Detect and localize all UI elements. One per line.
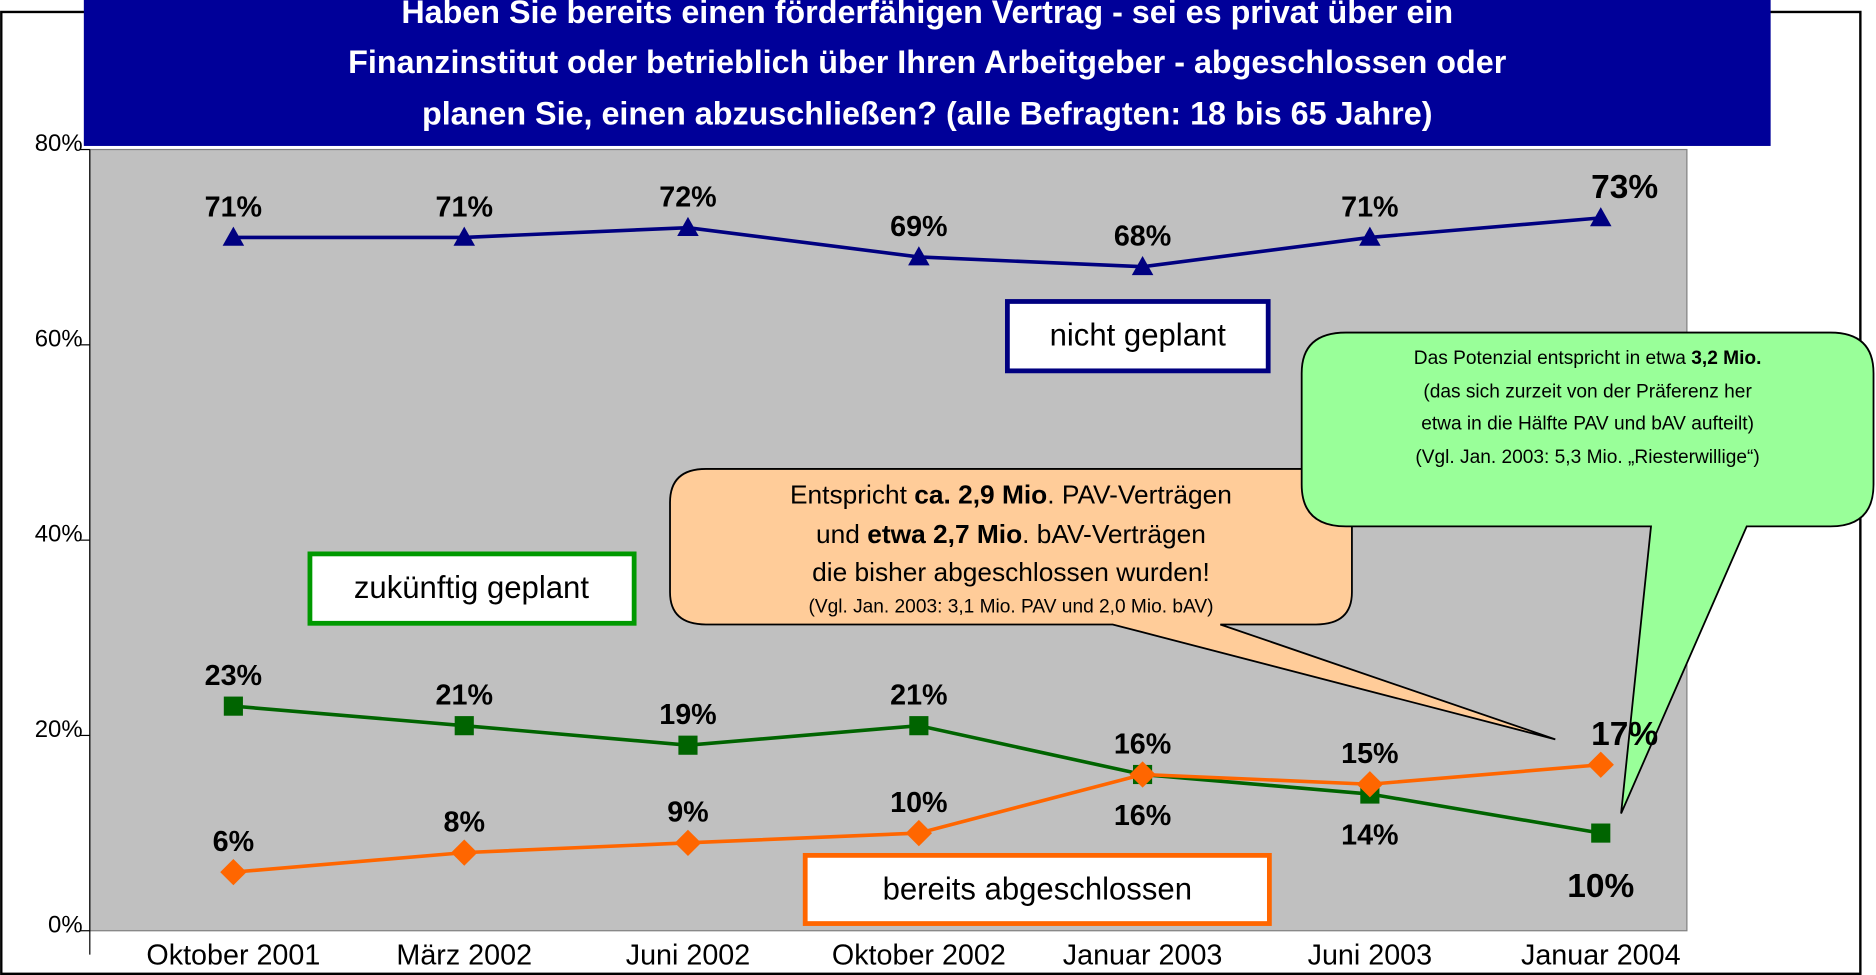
y-tick-label: 0% — [48, 911, 83, 938]
annotation-line: die bisher abgeschlossen wurden! — [812, 557, 1210, 587]
marker — [451, 839, 478, 866]
marker — [1359, 226, 1381, 246]
marker — [678, 735, 698, 755]
data-label: 71% — [205, 191, 262, 223]
x-tick-label: Juni 2003 — [1308, 940, 1432, 972]
marker — [908, 246, 930, 266]
x-tick-label: Januar 2004 — [1521, 940, 1681, 972]
data-label: 23% — [205, 660, 262, 692]
annotation-line: und etwa 2,7 Mio. bAV-Verträgen — [816, 519, 1206, 549]
data-label: 6% — [213, 826, 255, 858]
marker — [453, 226, 476, 246]
annotation-text: (das sich zurzeit von der Präferenz her — [1423, 381, 1752, 402]
data-label: 69% — [890, 211, 947, 243]
data-label: 8% — [444, 806, 485, 838]
annotation-text: Entspricht — [790, 479, 914, 509]
data-label: 16% — [1114, 728, 1171, 760]
y-tick-label: 60% — [35, 325, 83, 352]
x-tick-label: Oktober 2002 — [832, 940, 1006, 972]
data-label: 17% — [1591, 716, 1658, 753]
data-label: 71% — [1341, 191, 1398, 223]
marker — [909, 716, 929, 736]
data-label: 10% — [1567, 868, 1634, 905]
annotation-line: (das sich zurzeit von der Präferenz her — [1423, 381, 1752, 402]
y-tick-label: 20% — [35, 716, 83, 743]
legend-box — [307, 551, 637, 626]
chart-title: planen Sie, einen abzuschließen? (alle B… — [422, 96, 1433, 132]
marker — [223, 696, 243, 716]
data-label: 15% — [1341, 738, 1398, 770]
annotation-text: die bisher abgeschlossen wurden! — [812, 557, 1210, 587]
y-tick-label: 40% — [35, 521, 83, 548]
marker — [1591, 823, 1611, 843]
data-label: 72% — [659, 182, 716, 214]
annotation-text: . PAV-Verträgen — [1047, 479, 1232, 509]
data-label: 19% — [659, 699, 716, 731]
data-label: 73% — [1591, 169, 1658, 206]
marker — [1131, 255, 1154, 276]
legend-box — [802, 852, 1272, 926]
legend-box — [1004, 299, 1271, 374]
annotation-line: Entspricht ca. 2,9 Mio. PAV-Verträgen — [790, 479, 1232, 509]
marker — [454, 716, 474, 736]
annotation-text: 3,2 Mio. — [1691, 348, 1761, 369]
data-label: 9% — [667, 797, 709, 829]
annotation-line: etwa in die Hälfte PAV und bAV aufteilt) — [1421, 414, 1754, 435]
marker — [674, 829, 702, 857]
annotation-text: ca. 2,9 Mio — [914, 479, 1047, 509]
chart-title: Finanzinstitut oder betrieblich über Ihr… — [348, 44, 1507, 80]
x-tick-label: Oktober 2001 — [146, 940, 320, 972]
annotation-text: . bAV-Verträgen — [1022, 519, 1206, 549]
annotation-line: (Vgl. Jan. 2003: 5,3 Mio. „Riesterwillig… — [1415, 447, 1759, 468]
callout — [1300, 331, 1875, 814]
annotation-text: Das Potenzial entspricht in etwa — [1414, 348, 1691, 369]
data-label: 21% — [890, 680, 947, 712]
annotation-text: etwa in die Hälfte PAV und bAV aufteilt) — [1421, 414, 1754, 435]
data-label: 10% — [890, 787, 947, 819]
legend-label: zukünftig geplant — [354, 570, 589, 605]
y-tick-label: 80% — [35, 130, 83, 157]
annotation-text: etwa 2,7 Mio — [867, 519, 1022, 549]
data-label: 68% — [1114, 221, 1171, 253]
x-tick-label: Januar 2003 — [1063, 940, 1223, 972]
marker — [677, 216, 699, 237]
legend-label: bereits abgeschlossen — [883, 871, 1192, 906]
annotation-text: (Vgl. Jan. 2003: 5,3 Mio. „Riesterwillig… — [1415, 447, 1759, 468]
data-label: 21% — [436, 680, 493, 712]
marker — [1589, 207, 1612, 227]
x-tick-label: Juni 2002 — [626, 940, 750, 972]
chart-title: Haben Sie bereits einen förderfähigen Ve… — [401, 0, 1453, 30]
marker — [905, 819, 933, 847]
data-label: 14% — [1341, 820, 1398, 852]
marker — [1356, 771, 1384, 798]
annotation-line: Das Potenzial entspricht in etwa 3,2 Mio… — [1414, 348, 1762, 369]
data-label: 16% — [1114, 800, 1171, 832]
x-tick-label: März 2002 — [396, 940, 532, 972]
annotation-text: (Vgl. Jan. 2003: 3,1 Mio. PAV und 2,0 Mi… — [808, 597, 1213, 618]
data-label: 71% — [436, 191, 493, 223]
annotation-line: (Vgl. Jan. 2003: 3,1 Mio. PAV und 2,0 Mi… — [808, 597, 1213, 618]
legend-label: nicht geplant — [1050, 318, 1227, 353]
title-box — [83, 0, 1771, 146]
marker — [222, 226, 245, 246]
marker — [220, 858, 247, 886]
annotation-text: und — [816, 519, 867, 549]
